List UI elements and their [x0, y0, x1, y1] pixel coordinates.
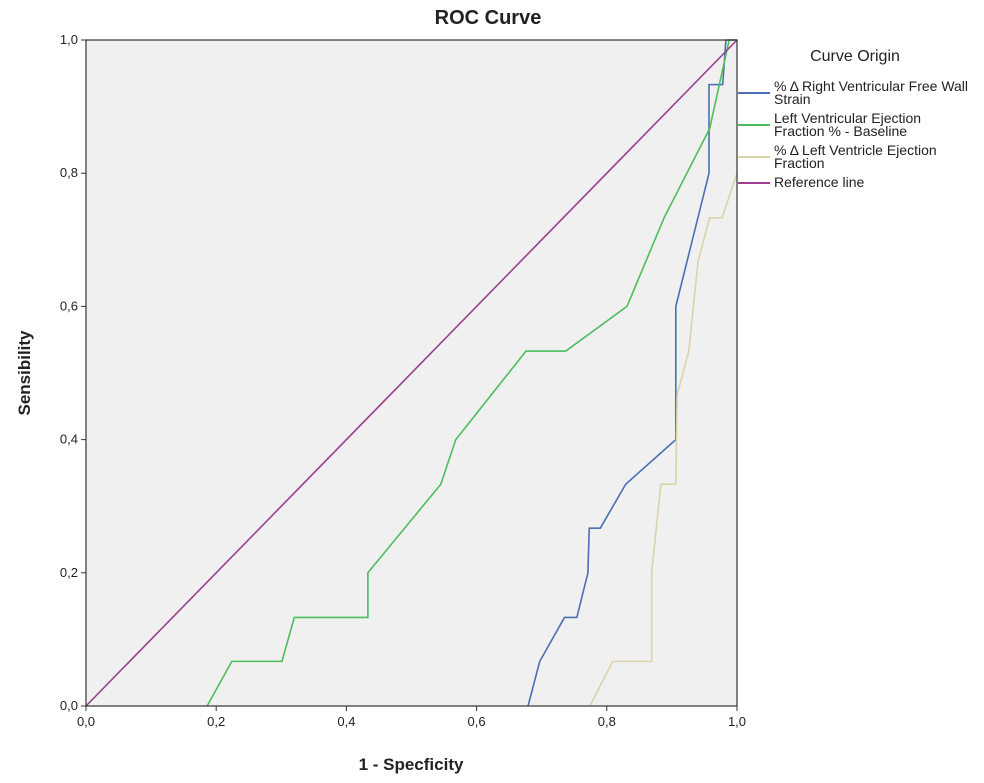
y-tick-label: 1,0 [60, 32, 78, 47]
legend: Curve Origin % Δ Right Ventricular Free … [738, 48, 978, 195]
x-tick-label: 0,8 [598, 714, 616, 729]
legend-item: Reference line [738, 174, 978, 190]
x-tick-label: 0,0 [77, 714, 95, 729]
x-tick-label: 1,0 [728, 714, 746, 729]
roc-line [206, 39, 737, 707]
legend-item: % Δ Left Ventricle Ejection Fraction [738, 142, 978, 171]
legend-label: % Δ Right Ventricular Free Wall Strain [774, 78, 969, 107]
x-tick-label: 0,2 [207, 714, 225, 729]
x-tick-label: 0,6 [468, 714, 486, 729]
plot-frame [85, 39, 738, 707]
y-axis-label: Sensibility [15, 330, 34, 416]
y-tick-label: 0,8 [60, 165, 78, 180]
legend-label: Left Ventricular Ejection Fraction % - B… [774, 110, 922, 139]
legend-item: % Δ Right Ventricular Free Wall Strain [738, 78, 978, 107]
roc-line [527, 39, 737, 707]
legend-item: Left Ventricular Ejection Fraction % - B… [738, 110, 978, 139]
x-axis-label: 1 - Specficity [359, 755, 464, 774]
y-tick-label: 0,0 [60, 698, 78, 713]
legend-label: Reference line [774, 174, 865, 190]
y-tick-label: 0,6 [60, 298, 78, 313]
y-tick-label: 0,2 [60, 565, 78, 580]
roc-line [85, 39, 738, 707]
roc-line [589, 172, 738, 707]
legend-swatch [738, 156, 770, 158]
chart-title: ROC Curve [435, 7, 542, 29]
legend-title: Curve Origin [810, 48, 900, 65]
legend-swatch [738, 92, 770, 94]
legend-label: % Δ Left Ventricle Ejection Fraction [774, 142, 937, 171]
x-tick-label: 0,4 [337, 714, 355, 729]
legend-swatch [738, 181, 770, 184]
y-tick-label: 0,4 [60, 432, 78, 447]
legend-swatch [738, 124, 770, 126]
